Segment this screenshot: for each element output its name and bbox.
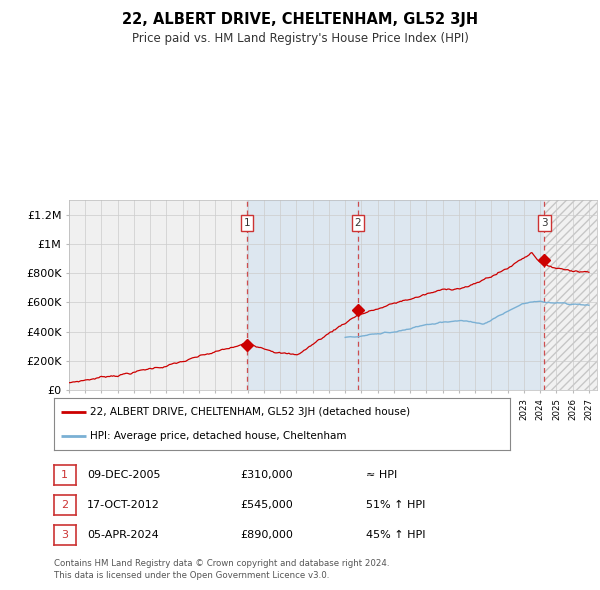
Bar	[544, 200, 597, 390]
Text: 3: 3	[61, 530, 68, 540]
Text: 2: 2	[61, 500, 68, 510]
Text: 3: 3	[541, 218, 548, 228]
Bar	[544, 200, 597, 390]
Text: 22, ALBERT DRIVE, CHELTENHAM, GL52 3JH (detached house): 22, ALBERT DRIVE, CHELTENHAM, GL52 3JH (…	[91, 407, 410, 417]
Text: 22, ALBERT DRIVE, CHELTENHAM, GL52 3JH: 22, ALBERT DRIVE, CHELTENHAM, GL52 3JH	[122, 12, 478, 27]
Text: £545,000: £545,000	[240, 500, 293, 510]
Text: Contains HM Land Registry data © Crown copyright and database right 2024.
This d: Contains HM Land Registry data © Crown c…	[54, 559, 389, 580]
Text: £310,000: £310,000	[240, 470, 293, 480]
Text: Price paid vs. HM Land Registry's House Price Index (HPI): Price paid vs. HM Land Registry's House …	[131, 32, 469, 45]
Text: ≈ HPI: ≈ HPI	[366, 470, 397, 480]
Text: £890,000: £890,000	[240, 530, 293, 540]
Text: 17-OCT-2012: 17-OCT-2012	[87, 500, 160, 510]
Bar	[358, 200, 544, 390]
Text: 05-APR-2024: 05-APR-2024	[87, 530, 159, 540]
Text: 2: 2	[355, 218, 361, 228]
Text: 09-DEC-2005: 09-DEC-2005	[87, 470, 161, 480]
Bar	[247, 200, 358, 390]
Text: HPI: Average price, detached house, Cheltenham: HPI: Average price, detached house, Chel…	[91, 431, 347, 441]
Text: 51% ↑ HPI: 51% ↑ HPI	[366, 500, 425, 510]
Text: 45% ↑ HPI: 45% ↑ HPI	[366, 530, 425, 540]
Text: 1: 1	[61, 470, 68, 480]
Text: 1: 1	[244, 218, 250, 228]
